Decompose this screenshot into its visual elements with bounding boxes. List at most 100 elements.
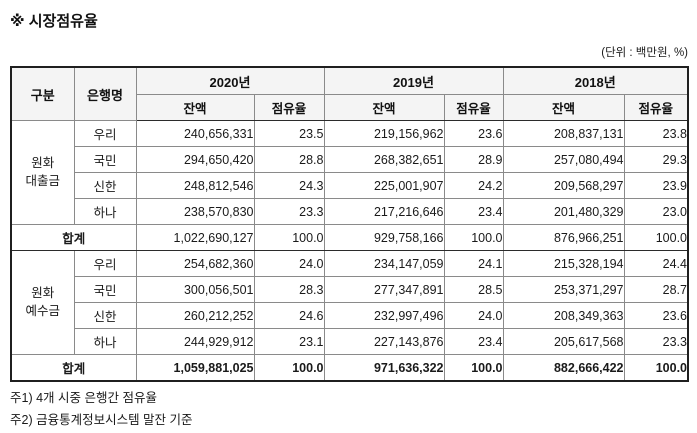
unit-note: (단위 : 백만원, %)	[601, 47, 688, 59]
balance-cell: 294,650,420	[135, 146, 255, 173]
total-label: 합계	[10, 224, 137, 251]
balance-cell: 208,837,131	[502, 120, 625, 147]
balance-cell: 253,371,297	[502, 276, 625, 303]
balance-cell: 208,349,363	[502, 302, 625, 329]
col-header-year-2018: 2018년	[502, 66, 689, 95]
col-header-bank: 은행명	[73, 66, 137, 121]
balance-cell: 217,216,646	[323, 198, 445, 225]
total-row-deposits: 합계 1,059,881,025 100.0 971,636,322 100.0…	[10, 354, 689, 382]
balance-cell: 260,212,252	[135, 302, 255, 329]
share-cell: 100.0	[253, 354, 325, 382]
col-header-share-2019: 점유율	[443, 94, 504, 121]
share-cell: 24.6	[253, 302, 325, 329]
share-cell: 23.5	[253, 120, 325, 147]
share-cell: 100.0	[253, 224, 325, 251]
bank-name-cell: 우리	[73, 120, 137, 147]
share-cell: 24.0	[253, 250, 325, 277]
bank-name-cell: 국민	[73, 146, 137, 173]
balance-cell: 882,666,422	[502, 354, 625, 382]
market-share-table: 구분 은행명 2020년 2019년 2018년 잔액 점유율 잔액 점유율 잔…	[10, 66, 689, 382]
share-cell: 23.0	[623, 198, 689, 225]
share-cell: 24.0	[443, 302, 504, 329]
footnote-2: 주2) 금융통계정보시스템 말잔 기준	[10, 413, 193, 427]
share-cell: 24.4	[623, 250, 689, 277]
balance-cell: 257,080,494	[502, 146, 625, 173]
share-cell: 24.3	[253, 172, 325, 199]
col-header-share-2020: 점유율	[253, 94, 325, 121]
balance-cell: 238,570,830	[135, 198, 255, 225]
category-won-deposits: 원화 예수금	[10, 250, 75, 355]
balance-cell: 240,656,331	[135, 120, 255, 147]
bank-name-cell: 신한	[73, 172, 137, 199]
balance-cell: 205,617,568	[502, 328, 625, 355]
share-cell: 100.0	[623, 354, 689, 382]
col-header-year-2019: 2019년	[323, 66, 504, 95]
balance-cell: 234,147,059	[323, 250, 445, 277]
bank-name-cell: 국민	[73, 276, 137, 303]
balance-cell: 244,929,912	[135, 328, 255, 355]
balance-cell: 876,966,251	[502, 224, 625, 251]
balance-cell: 971,636,322	[323, 354, 445, 382]
category-line: 대출금	[25, 173, 60, 188]
share-cell: 23.3	[623, 328, 689, 355]
share-cell: 23.6	[623, 302, 689, 329]
balance-cell: 1,022,690,127	[135, 224, 255, 251]
share-cell: 23.4	[443, 328, 504, 355]
table-row: 국민 300,056,501 28.3 277,347,891 28.5 253…	[11, 276, 689, 303]
bank-name-cell: 하나	[73, 198, 137, 225]
total-label: 합계	[10, 354, 137, 382]
table-row: 신한 248,812,546 24.3 225,001,907 24.2 209…	[11, 172, 689, 199]
balance-cell: 929,758,166	[323, 224, 445, 251]
balance-cell: 1,059,881,025	[135, 354, 255, 382]
bank-name-cell: 우리	[73, 250, 137, 277]
col-header-balance-2020: 잔액	[135, 94, 255, 121]
share-cell: 23.6	[443, 120, 504, 147]
share-cell: 24.2	[443, 172, 504, 199]
balance-cell: 201,480,329	[502, 198, 625, 225]
table-row: 신한 260,212,252 24.6 232,997,496 24.0 208…	[11, 302, 689, 329]
col-header-gubun: 구분	[10, 66, 75, 121]
header-row-sub: 잔액 점유율 잔액 점유율 잔액 점유율	[11, 94, 689, 121]
share-cell: 100.0	[443, 354, 504, 382]
share-cell: 28.8	[253, 146, 325, 173]
category-won-loans: 원화 대출금	[10, 120, 75, 225]
share-cell: 28.3	[253, 276, 325, 303]
bank-name-cell: 신한	[73, 302, 137, 329]
table-row: 국민 294,650,420 28.8 268,382,651 28.9 257…	[11, 146, 689, 173]
share-cell: 28.5	[443, 276, 504, 303]
balance-cell: 300,056,501	[135, 276, 255, 303]
category-line: 원화	[31, 286, 55, 300]
col-header-share-2018: 점유율	[623, 94, 689, 121]
table-row: 원화 예수금 우리 254,682,360 24.0 234,147,059 2…	[10, 250, 689, 355]
balance-cell: 232,997,496	[323, 302, 445, 329]
share-cell: 23.4	[443, 198, 504, 225]
share-cell: 100.0	[623, 224, 689, 251]
balance-cell: 225,001,907	[323, 172, 445, 199]
share-cell: 29.3	[623, 146, 689, 173]
balance-cell: 268,382,651	[323, 146, 445, 173]
share-cell: 28.9	[443, 146, 504, 173]
col-header-balance-2018: 잔액	[502, 94, 625, 121]
share-cell: 28.7	[623, 276, 689, 303]
share-cell: 100.0	[443, 224, 504, 251]
table-row: 하나 244,929,912 23.1 227,143,876 23.4 205…	[11, 328, 689, 355]
total-row-loans: 합계 1,022,690,127 100.0 929,758,166 100.0…	[10, 224, 689, 251]
balance-cell: 248,812,546	[135, 172, 255, 199]
table-row: 원화 대출금 우리 240,656,331 23.5 219,156,962 2…	[10, 120, 689, 225]
balance-cell: 227,143,876	[323, 328, 445, 355]
bank-name-cell: 하나	[73, 328, 137, 355]
share-cell: 23.1	[253, 328, 325, 355]
balance-cell: 277,347,891	[323, 276, 445, 303]
category-line: 예수금	[25, 303, 60, 318]
balance-cell: 254,682,360	[135, 250, 255, 277]
balance-cell: 209,568,297	[502, 172, 625, 199]
share-cell: 23.3	[253, 198, 325, 225]
footnote-1: 주1) 4개 시중 은행간 점유율	[10, 391, 157, 405]
category-line: 원화	[31, 156, 55, 170]
balance-cell: 215,328,194	[502, 250, 625, 277]
col-header-year-2020: 2020년	[135, 66, 325, 95]
share-cell: 23.9	[623, 172, 689, 199]
page-title: ※ 시장점유율	[10, 13, 98, 30]
col-header-balance-2019: 잔액	[323, 94, 445, 121]
balance-cell: 219,156,962	[323, 120, 445, 147]
